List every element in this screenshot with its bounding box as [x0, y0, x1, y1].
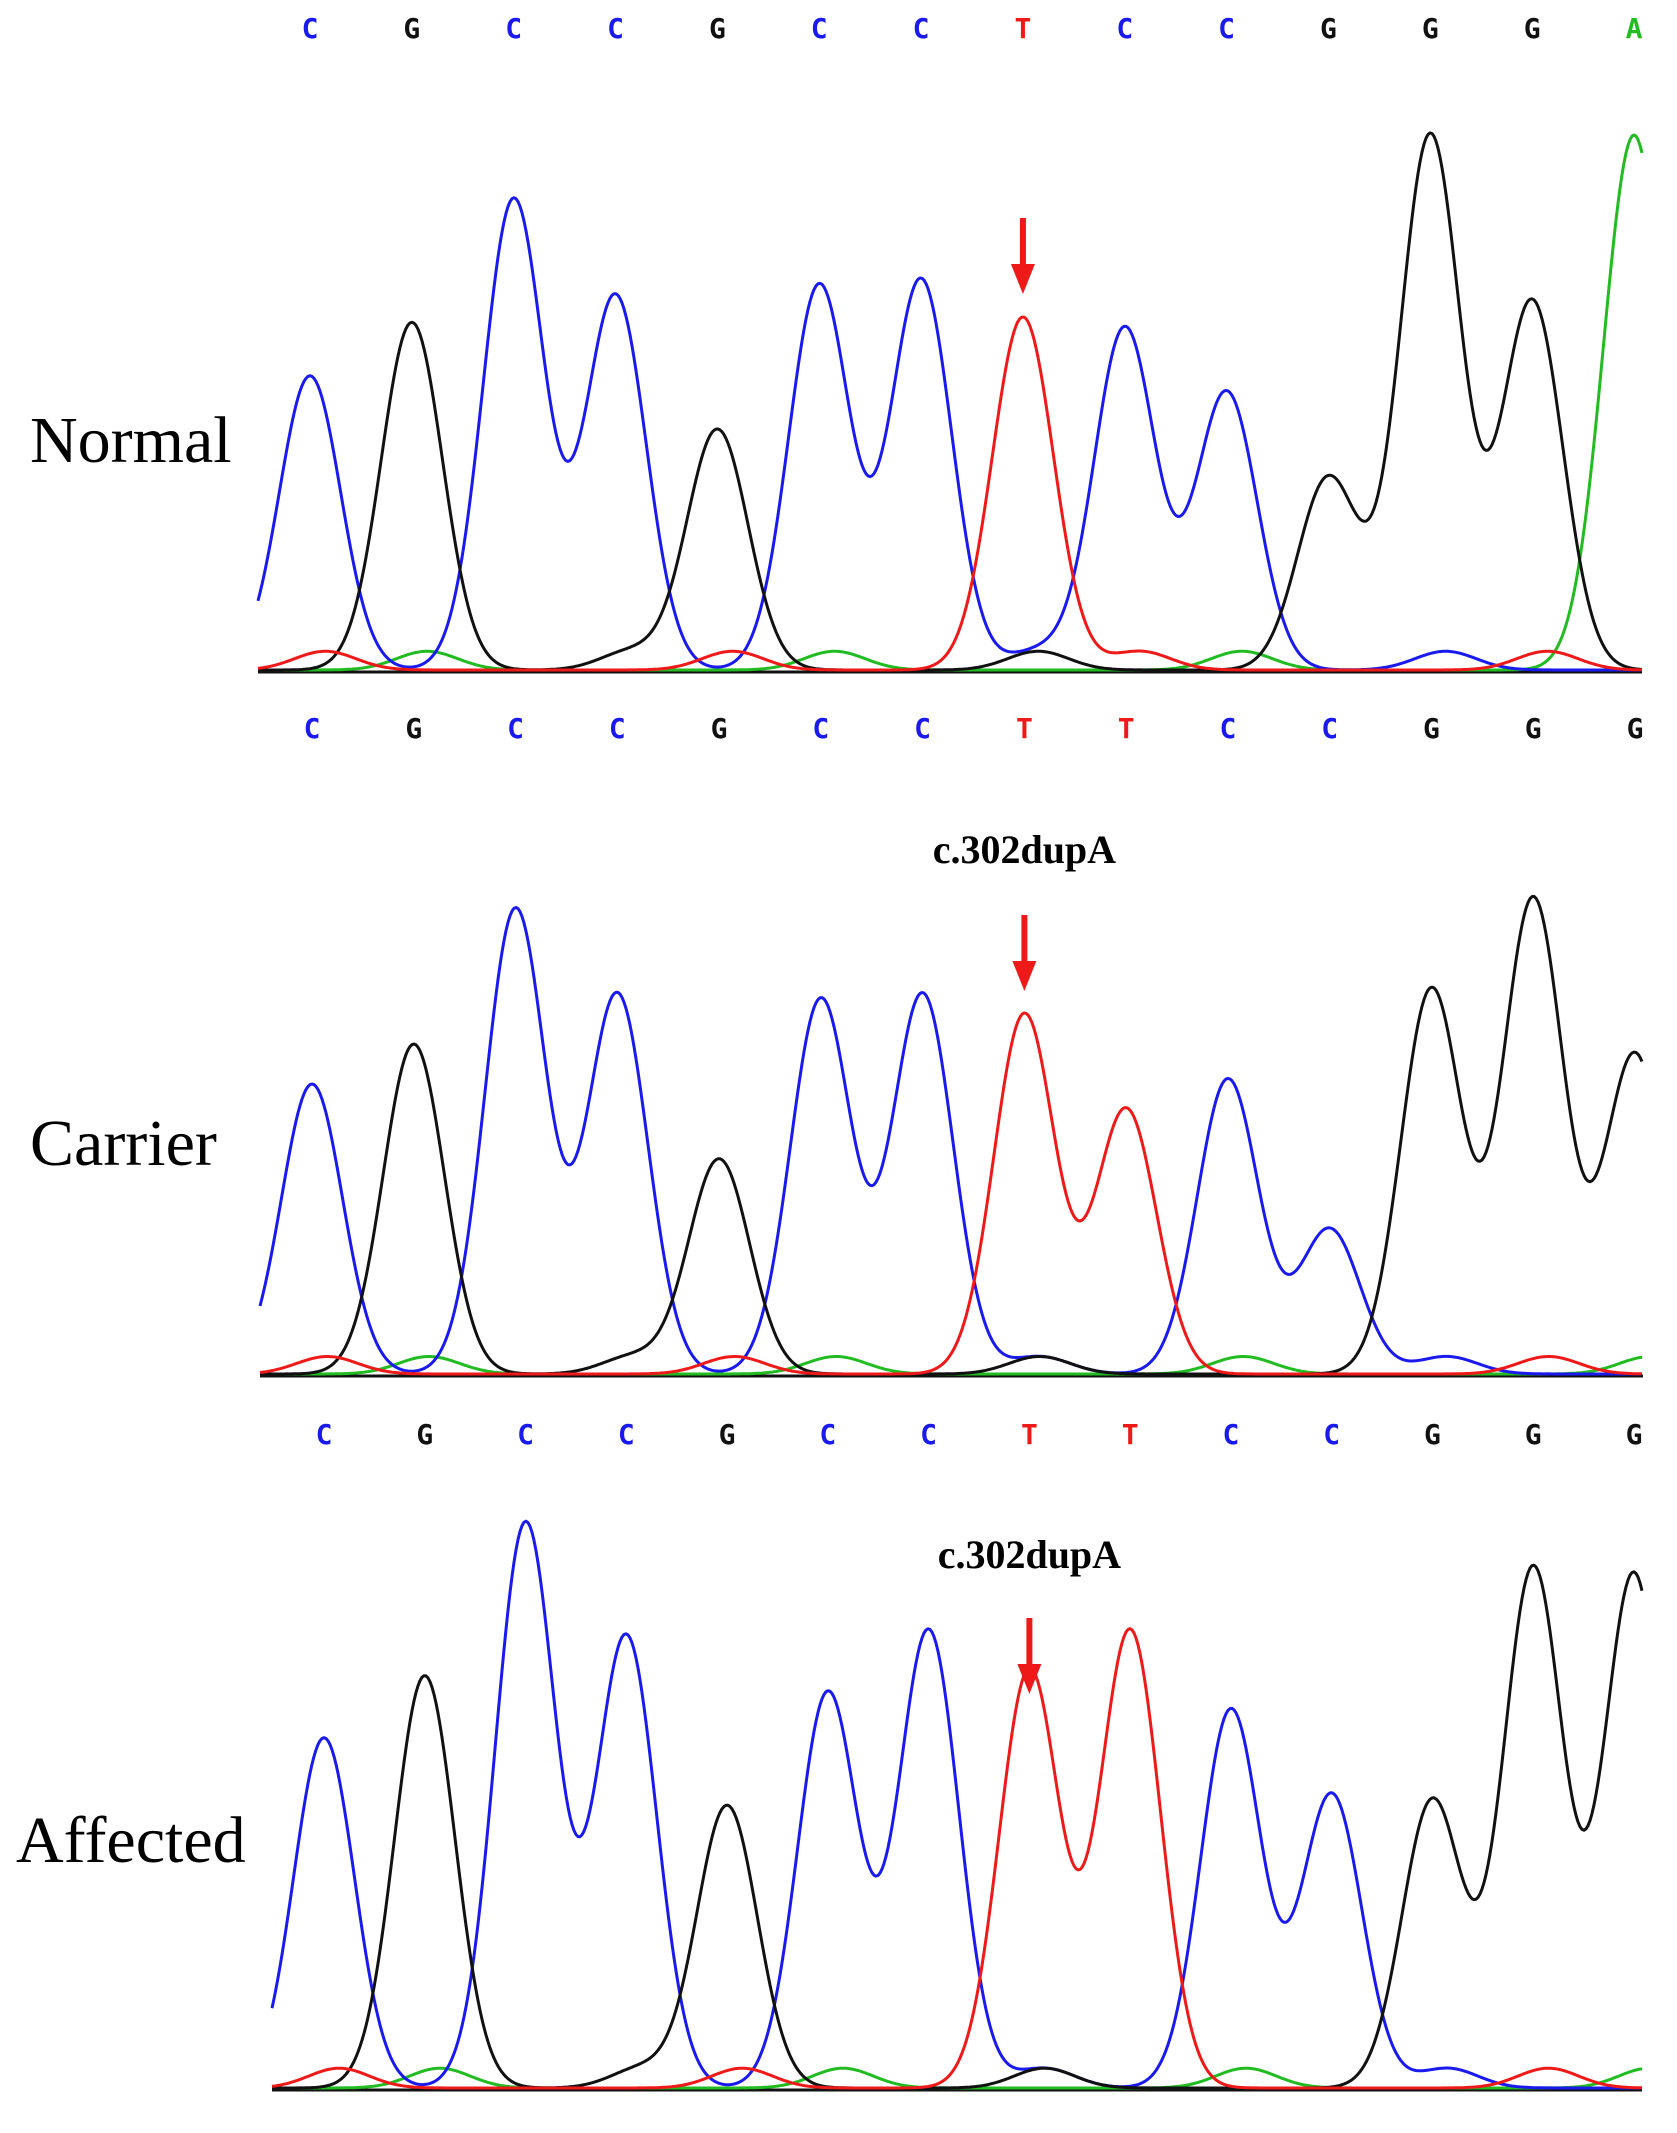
trace-T: [271, 1627, 1642, 2090]
variant-arrow: [1010, 218, 1035, 294]
base-call: T: [1118, 712, 1135, 745]
variant-arrow: [1017, 1618, 1042, 1694]
panel-label: Normal: [30, 404, 232, 477]
base-call: C: [1219, 712, 1236, 745]
base-call: C: [304, 712, 321, 745]
base-call: G: [416, 1418, 433, 1451]
base-call: C: [1218, 12, 1235, 45]
base-call: G: [403, 12, 420, 45]
base-call: G: [1422, 12, 1439, 45]
base-call: G: [1525, 712, 1542, 745]
panel-label: Carrier: [30, 1107, 217, 1180]
base-call: G: [711, 712, 728, 745]
trace-C: [256, 196, 1642, 672]
base-call: C: [618, 1418, 635, 1451]
base-call: G: [1320, 12, 1337, 45]
base-call: T: [1021, 1418, 1038, 1451]
base-call: T: [1016, 712, 1033, 745]
base-call: C: [607, 12, 624, 45]
base-call: G: [405, 712, 422, 745]
trace-G: [258, 131, 1643, 672]
base-call: G: [1626, 1418, 1643, 1451]
base-call: C: [819, 1418, 836, 1451]
base-call: C: [811, 12, 828, 45]
variant-arrow: [1012, 915, 1037, 991]
trace-T: [259, 1011, 1642, 1376]
base-call: C: [920, 1418, 937, 1451]
trace-G: [272, 1563, 1644, 2090]
base-call: C: [914, 712, 931, 745]
base-call: G: [1524, 12, 1541, 45]
panel-normal: C G C C G C C T C C G G G A Normal: [30, 12, 1644, 674]
base-call: C: [609, 712, 626, 745]
base-call: C: [1321, 712, 1338, 745]
trace-T: [257, 315, 1642, 672]
panels-layer: C G C C G C C T C C G G G A Normal C G C C G C C T T C C G G G Carrie…: [16, 12, 1644, 2092]
trace-G: [260, 894, 1644, 1376]
trace-A: [272, 2066, 1643, 2090]
base-call: C: [812, 712, 829, 745]
trace-C: [270, 1519, 1642, 2090]
trace-C: [258, 906, 1642, 1376]
base-call: C: [517, 1418, 534, 1451]
panel-label: Affected: [16, 1804, 246, 1877]
base-call: G: [1423, 712, 1440, 745]
panel-affected: C G C C G C C T T C C G G G Affected c.302dupA: [16, 1418, 1644, 2092]
base-call: G: [1424, 1418, 1441, 1451]
trace-A: [260, 1355, 1643, 1376]
panel-carrier: C G C C G C C T T C C G G G Carrier c.302dupA: [30, 712, 1644, 1378]
base-call: C: [507, 712, 524, 745]
base-call: C: [1116, 12, 1133, 45]
variant-annotation: c.302dupA: [938, 1532, 1121, 1577]
base-call: C: [1323, 1418, 1340, 1451]
base-call: C: [302, 12, 319, 45]
base-call: G: [1627, 712, 1644, 745]
base-call: C: [913, 12, 930, 45]
base-call: G: [709, 12, 726, 45]
base-call: C: [1222, 1418, 1239, 1451]
base-call: T: [1122, 1418, 1139, 1451]
base-call: G: [719, 1418, 736, 1451]
variant-annotation: c.302dupA: [933, 827, 1116, 872]
base-call: A: [1626, 12, 1643, 45]
base-call: C: [505, 12, 522, 45]
base-call: T: [1014, 12, 1031, 45]
base-call: G: [1525, 1418, 1542, 1451]
base-call: C: [316, 1418, 333, 1451]
